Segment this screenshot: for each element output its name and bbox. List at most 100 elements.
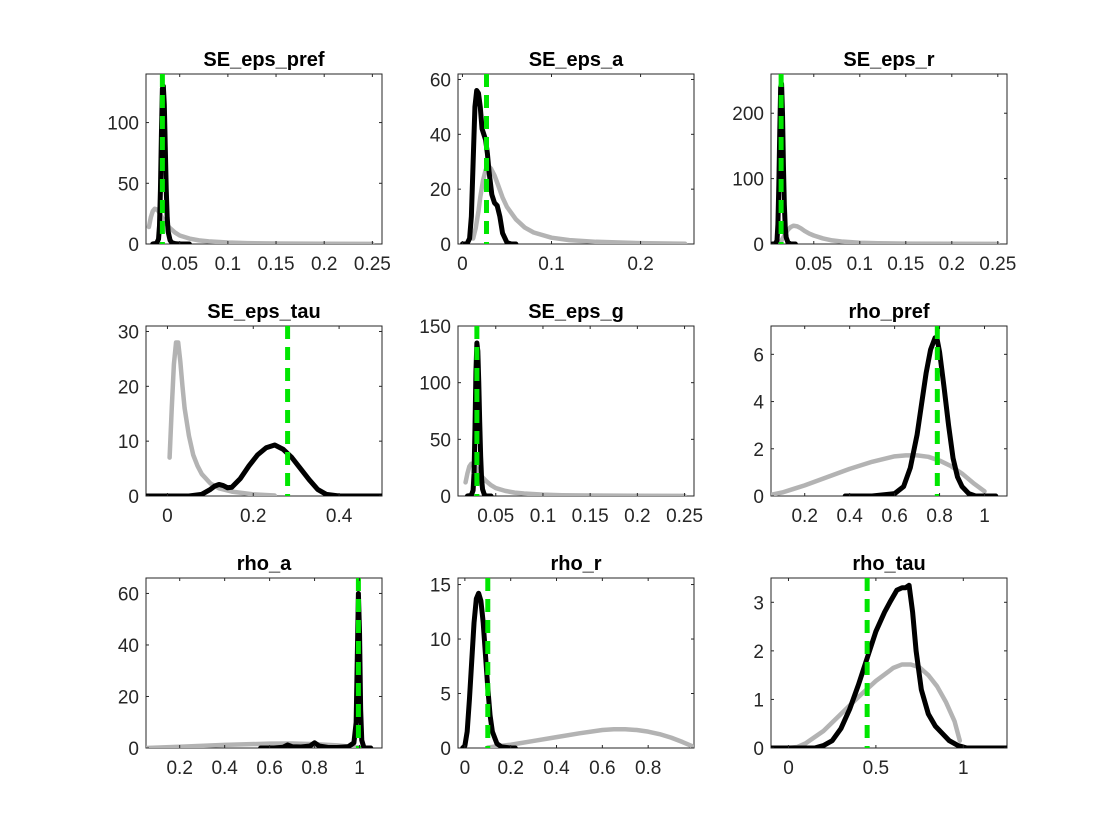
y-tick-label: 0 [440, 235, 451, 256]
y-tick-label: 0 [440, 487, 451, 508]
y-tick-label: 40 [118, 636, 139, 657]
subplot-4: 0.05 0.1 0.15 0.2 0.25 0 50 100 150 SE_eps_g [419, 301, 703, 527]
y-tick-label: 50 [118, 174, 139, 195]
subplot-title: SE_eps_a [529, 49, 624, 71]
y-tick-label: 60 [118, 584, 139, 605]
posterior-density-line [464, 340, 494, 496]
y-tick-label: 100 [732, 170, 764, 191]
axes-box [457, 325, 695, 497]
y-tick-label: 20 [430, 180, 451, 201]
y-tick-label: 0 [128, 235, 139, 256]
x-tick-label: 0.2 [311, 254, 337, 275]
plot-area [771, 74, 1001, 244]
prior-density-line [786, 662, 963, 748]
y-tick-label: 15 [430, 576, 451, 597]
subplot-title: rho_a [237, 553, 292, 575]
y-tick-label: 2 [753, 642, 764, 663]
posterior-density-line [460, 590, 518, 748]
x-tick-label: 0.25 [354, 254, 391, 275]
prior-density-line [470, 163, 688, 244]
plot-area [146, 74, 375, 244]
x-tick-label: 1 [354, 758, 365, 779]
y-tick-label: 150 [419, 317, 451, 338]
x-tick-label: 0.2 [791, 506, 817, 527]
y-tick-label: 5 [440, 685, 451, 706]
subplot-3: 0 0.2 0.4 0 10 20 30 SE_eps_tau [118, 301, 383, 527]
axes-box [457, 577, 695, 749]
y-tick-label: 1 [753, 690, 764, 711]
posterior-density-line [842, 335, 999, 496]
prior-density-line [463, 461, 687, 496]
x-tick-label: 0.6 [589, 758, 615, 779]
x-tick-label: 0 [162, 506, 173, 527]
x-tick-label: 0.05 [477, 506, 514, 527]
y-tick-label: 20 [118, 377, 139, 398]
y-tick-label: 200 [732, 104, 764, 125]
x-tick-label: 0.2 [939, 254, 965, 275]
x-tick-label: 0.05 [161, 254, 198, 275]
y-tick-label: 100 [419, 374, 451, 395]
y-tick-label: 60 [430, 70, 451, 91]
x-tick-label: 0.2 [166, 758, 192, 779]
subplot-6: 0.2 0.4 0.6 0.8 1 0 20 40 60 rho_a [118, 553, 383, 779]
subplot-title: rho_r [550, 553, 601, 575]
y-tick-label: 6 [753, 345, 764, 366]
y-tick-label: 40 [430, 125, 451, 146]
x-tick-label: 0.5 [863, 758, 889, 779]
x-tick-label: 0.6 [256, 758, 282, 779]
y-tick-label: 0 [753, 739, 764, 760]
x-tick-label: 0.4 [836, 506, 863, 527]
y-tick-label: 30 [118, 322, 139, 343]
x-tick-label: 0.2 [624, 506, 650, 527]
subplot-5: 0.2 0.4 0.6 0.8 1 0 2 4 6 rho_pref [753, 301, 1008, 527]
x-tick-label: 0.1 [215, 254, 241, 275]
posterior-density-line [771, 582, 1007, 748]
plot-area [771, 578, 1007, 748]
x-tick-label: 0 [457, 254, 468, 275]
plot-area [771, 326, 999, 496]
plot-area [463, 326, 687, 496]
y-tick-label: 20 [118, 687, 139, 708]
x-tick-label: 0.8 [635, 758, 661, 779]
x-tick-label: 0.1 [847, 254, 873, 275]
x-tick-label: 0.2 [627, 254, 653, 275]
x-tick-label: 0.2 [497, 758, 523, 779]
subplot-7: 0 0.2 0.4 0.6 0.8 0 5 10 15 rho_r [430, 553, 695, 779]
x-tick-label: 0.2 [240, 506, 266, 527]
y-tick-label: 0 [753, 235, 764, 256]
y-tick-label: 0 [128, 739, 139, 760]
y-tick-label: 100 [107, 114, 139, 135]
subplot-2: 0.05 0.1 0.15 0.2 0.25 0 100 200 SE_eps_r [732, 49, 1016, 275]
subplot-title: SE_eps_tau [207, 301, 320, 323]
y-tick-label: 10 [118, 432, 139, 453]
subplot-title: rho_pref [848, 301, 929, 323]
subplot-0: 0.05 0.1 0.15 0.2 0.25 0 50 100 SE_eps_pref [107, 49, 391, 275]
x-tick-label: 0.15 [572, 506, 609, 527]
subplot-title: SE_eps_g [528, 301, 624, 323]
y-tick-label: 4 [753, 393, 764, 414]
x-tick-label: 0.15 [258, 254, 295, 275]
x-tick-label: 0.15 [887, 254, 924, 275]
axes-box [457, 73, 695, 245]
subplot-title: rho_tau [852, 553, 925, 575]
prior-density-line [485, 727, 694, 748]
y-tick-label: 3 [753, 593, 764, 614]
posterior-density-line [146, 442, 382, 496]
x-tick-label: 0.4 [543, 758, 570, 779]
axes-box [770, 73, 1008, 245]
x-tick-label: 0.25 [666, 506, 703, 527]
prior-density-line [146, 206, 375, 244]
y-tick-label: 2 [753, 440, 764, 461]
prior-density-line [167, 340, 277, 496]
plot-area [146, 578, 374, 748]
subplot-8: 0 0.5 1 0 1 2 3 rho_tau [753, 553, 1008, 779]
plot-area [460, 578, 694, 748]
subplot-title: SE_eps_r [843, 49, 934, 71]
x-tick-label: 0.1 [538, 254, 564, 275]
posterior-density-line [150, 83, 192, 244]
x-tick-label: 0.8 [926, 506, 952, 527]
y-tick-label: 0 [440, 739, 451, 760]
y-tick-label: 50 [430, 430, 451, 451]
subplot-title: SE_eps_pref [203, 49, 325, 71]
x-tick-label: 0 [783, 758, 794, 779]
